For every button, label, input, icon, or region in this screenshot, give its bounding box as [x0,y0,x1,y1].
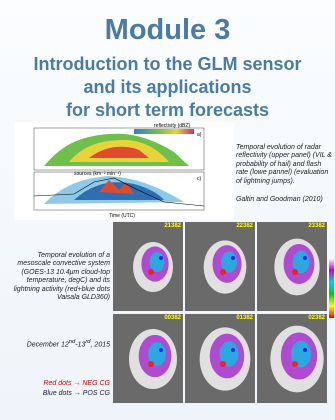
colorbar [134,129,194,134]
satellite-panel: 00382 [113,314,183,403]
satellite-panel: 02382 [257,314,327,403]
date-text: -13 [75,341,86,349]
panel-time: 22382 [236,223,253,229]
panel-letter: a) [197,132,202,138]
left-caption: Temporal evolution of a mesoscale convec… [13,252,110,302]
legend-red: Red dots → NEG CG [43,380,110,387]
subtitle-line: and its applications [83,77,252,97]
panel-time: 01382 [236,315,253,321]
satellite-image [257,222,327,311]
date-text: , 2015 [90,341,110,349]
satellite-panel: 22382 [185,222,255,311]
upper-frame [33,127,205,171]
satellite-colorbar [329,258,334,318]
flash-rate-line [33,177,205,207]
date-text: December 12 [26,341,69,349]
figure: reflectivity (dBZ) a) sources (km⁻² min⁻… [14,122,234,220]
right-citation: Galtin and Goodman (2010) [236,196,323,203]
panel-time: 00382 [164,315,181,321]
subtitle-line: Introduction to the GLM sensor [33,54,302,74]
satellite-image [185,222,255,311]
x-label: Time (UTC) [109,213,135,219]
satellite-image [113,314,183,403]
subtitle: Introduction to the GLM sensor and its a… [0,53,335,122]
subtitle-line: for short term forecasts [65,100,270,120]
slide-title: Module 3 [104,14,231,46]
lower-frame [33,171,205,211]
reflectivity-peak [89,146,149,158]
right-caption: Temporal evolution of radar reflectivity… [236,144,332,185]
lower-label: sources (km⁻² min⁻¹) [74,171,121,177]
satellite-image [185,314,255,403]
panel-letter: c) [197,176,202,182]
satellite-panel: 21382 [113,222,183,311]
panel-time: 21382 [164,223,181,229]
date-sup: rd [85,339,91,345]
date: December 12nd-13rd, 2015 [4,338,110,350]
satellite-image [113,222,183,311]
panel-time: 02382 [308,315,325,321]
legend-blue: Blue dots → POS CG [42,390,110,397]
satellite-panel: 23382 [257,222,327,311]
upper-label: reflectivity (dBZ) [154,123,190,129]
satellite-panel: 01382 [185,314,255,403]
date-sup: nd [68,339,76,345]
panel-time: 23382 [308,223,325,229]
satellite-image [257,314,327,403]
